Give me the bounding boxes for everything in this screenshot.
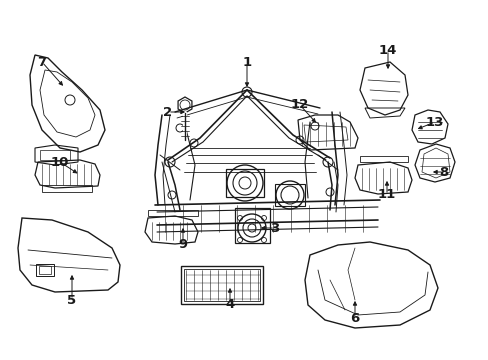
Bar bbox=[181, 266, 263, 304]
Bar bbox=[36, 264, 54, 276]
Text: 8: 8 bbox=[439, 166, 447, 179]
Bar bbox=[39, 266, 51, 274]
Text: 7: 7 bbox=[38, 55, 46, 68]
Text: 9: 9 bbox=[178, 238, 187, 252]
Bar bbox=[183, 269, 260, 301]
Text: 10: 10 bbox=[51, 156, 69, 168]
Text: 4: 4 bbox=[225, 298, 234, 311]
Bar bbox=[40, 150, 70, 160]
Bar bbox=[234, 207, 269, 243]
Text: 12: 12 bbox=[290, 99, 308, 112]
Text: 5: 5 bbox=[67, 293, 77, 306]
Text: 13: 13 bbox=[425, 116, 443, 129]
Bar bbox=[225, 169, 264, 197]
Text: 11: 11 bbox=[377, 189, 395, 202]
Text: 3: 3 bbox=[270, 221, 279, 234]
Text: 6: 6 bbox=[350, 311, 359, 324]
Text: 1: 1 bbox=[242, 55, 251, 68]
Bar bbox=[274, 184, 305, 206]
Text: 2: 2 bbox=[163, 105, 172, 118]
Text: 14: 14 bbox=[378, 44, 396, 57]
